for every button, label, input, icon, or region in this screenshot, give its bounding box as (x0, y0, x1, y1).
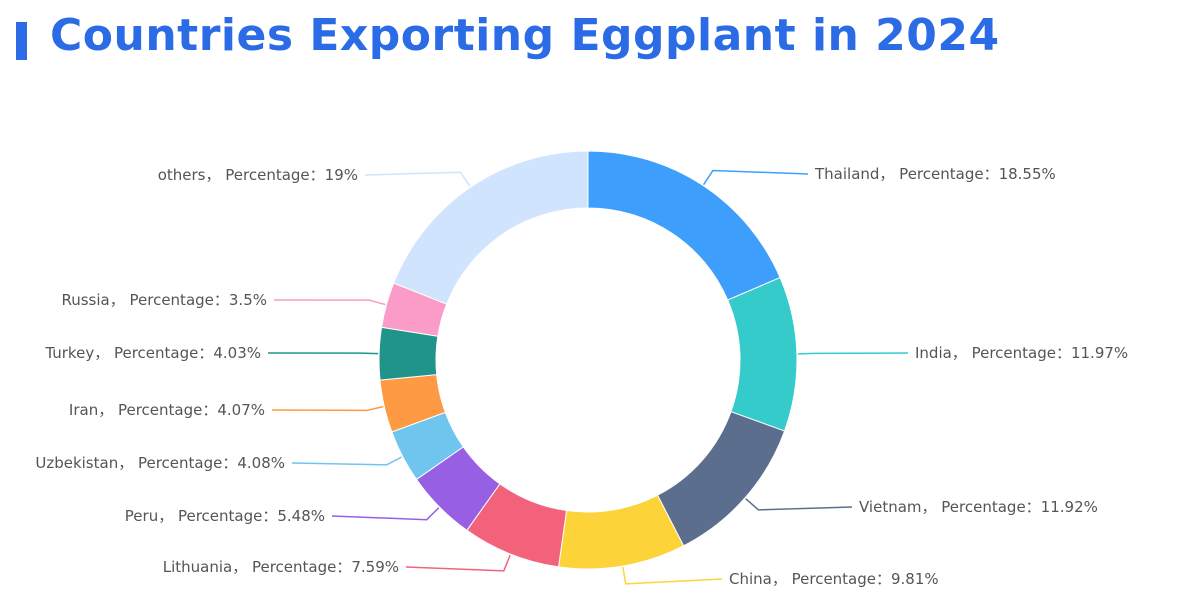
label-uzbekistan: Uzbekistan， Percentage：4.08% (35, 454, 285, 472)
slice-india[interactable] (727, 276, 798, 432)
label-india: India， Percentage：11.97% (915, 344, 1128, 362)
label-iran: Iran， Percentage：4.07% (69, 401, 265, 419)
label-turkey: Turkey， Percentage：4.03% (44, 344, 261, 362)
slice-others[interactable] (393, 150, 589, 305)
label-peru: Peru， Percentage：5.48% (125, 507, 325, 525)
leader-line-india (797, 352, 909, 355)
slice-thailand[interactable] (587, 150, 781, 301)
leader-line-iran (271, 405, 384, 412)
slice-group (378, 150, 798, 570)
leader-line-lithuania (405, 554, 511, 572)
leader-line-thailand (702, 169, 809, 186)
leader-line-vietnam (745, 498, 853, 511)
label-others: others， Percentage：19% (158, 166, 358, 184)
page-title: Countries Exporting Eggplant in 2024 (50, 10, 1000, 61)
label-russia: Russia， Percentage：3.5% (61, 291, 267, 309)
leader-line-peru (331, 507, 440, 521)
leader-line-uzbekistan (291, 456, 403, 466)
label-vietnam: Vietnam， Percentage：11.92% (859, 498, 1098, 516)
leader-line-china (622, 566, 723, 585)
leader-line-russia (273, 299, 386, 306)
slice-vietnam[interactable] (656, 411, 786, 547)
title-accent-bar (16, 22, 27, 60)
leader-line-others (364, 171, 471, 187)
label-lithuania: Lithuania， Percentage：7.59% (163, 558, 399, 576)
label-group: Thailand， Percentage：18.55% India， Percen… (35, 165, 1128, 588)
label-china: China， Percentage：9.81% (729, 570, 939, 588)
leader-line-turkey (267, 352, 379, 355)
label-thailand: Thailand， Percentage：18.55% (814, 165, 1056, 183)
leader-line-group (267, 169, 909, 585)
